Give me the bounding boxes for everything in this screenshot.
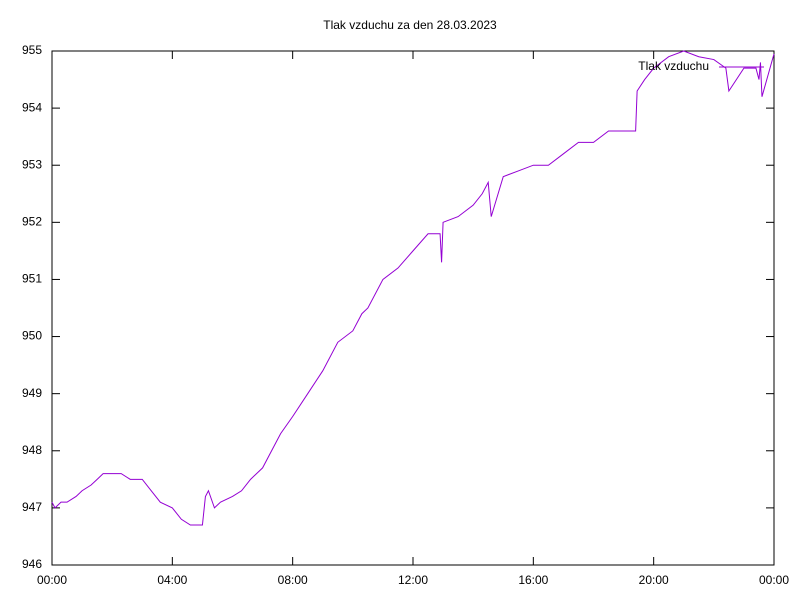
- y-tick-label: 951: [22, 272, 42, 286]
- y-tick-label: 949: [22, 386, 42, 400]
- y-tick-label: 948: [22, 443, 42, 457]
- y-tick-label: 946: [22, 557, 42, 571]
- chart-title: Tlak vzduchu za den 28.03.2023: [323, 18, 497, 32]
- x-tick-label: 20:00: [639, 573, 669, 587]
- y-tick-label: 955: [22, 43, 42, 57]
- x-tick-label: 16:00: [518, 573, 548, 587]
- legend-label: Tlak vzduchu: [638, 59, 709, 73]
- plot-frame: [51, 50, 775, 566]
- y-tick-label: 947: [22, 500, 42, 514]
- y-tick-label: 954: [22, 100, 42, 114]
- x-tick-label: 00:00: [37, 573, 67, 587]
- x-tick-label: 08:00: [278, 573, 308, 587]
- x-tick-label: 00:00: [759, 573, 789, 587]
- y-tick-label: 952: [22, 215, 42, 229]
- data-line: [51, 50, 775, 526]
- x-tick-label: 12:00: [398, 573, 428, 587]
- x-tick-label: 04:00: [157, 573, 187, 587]
- y-tick-label: 953: [22, 157, 42, 171]
- y-tick-label: 950: [22, 329, 42, 343]
